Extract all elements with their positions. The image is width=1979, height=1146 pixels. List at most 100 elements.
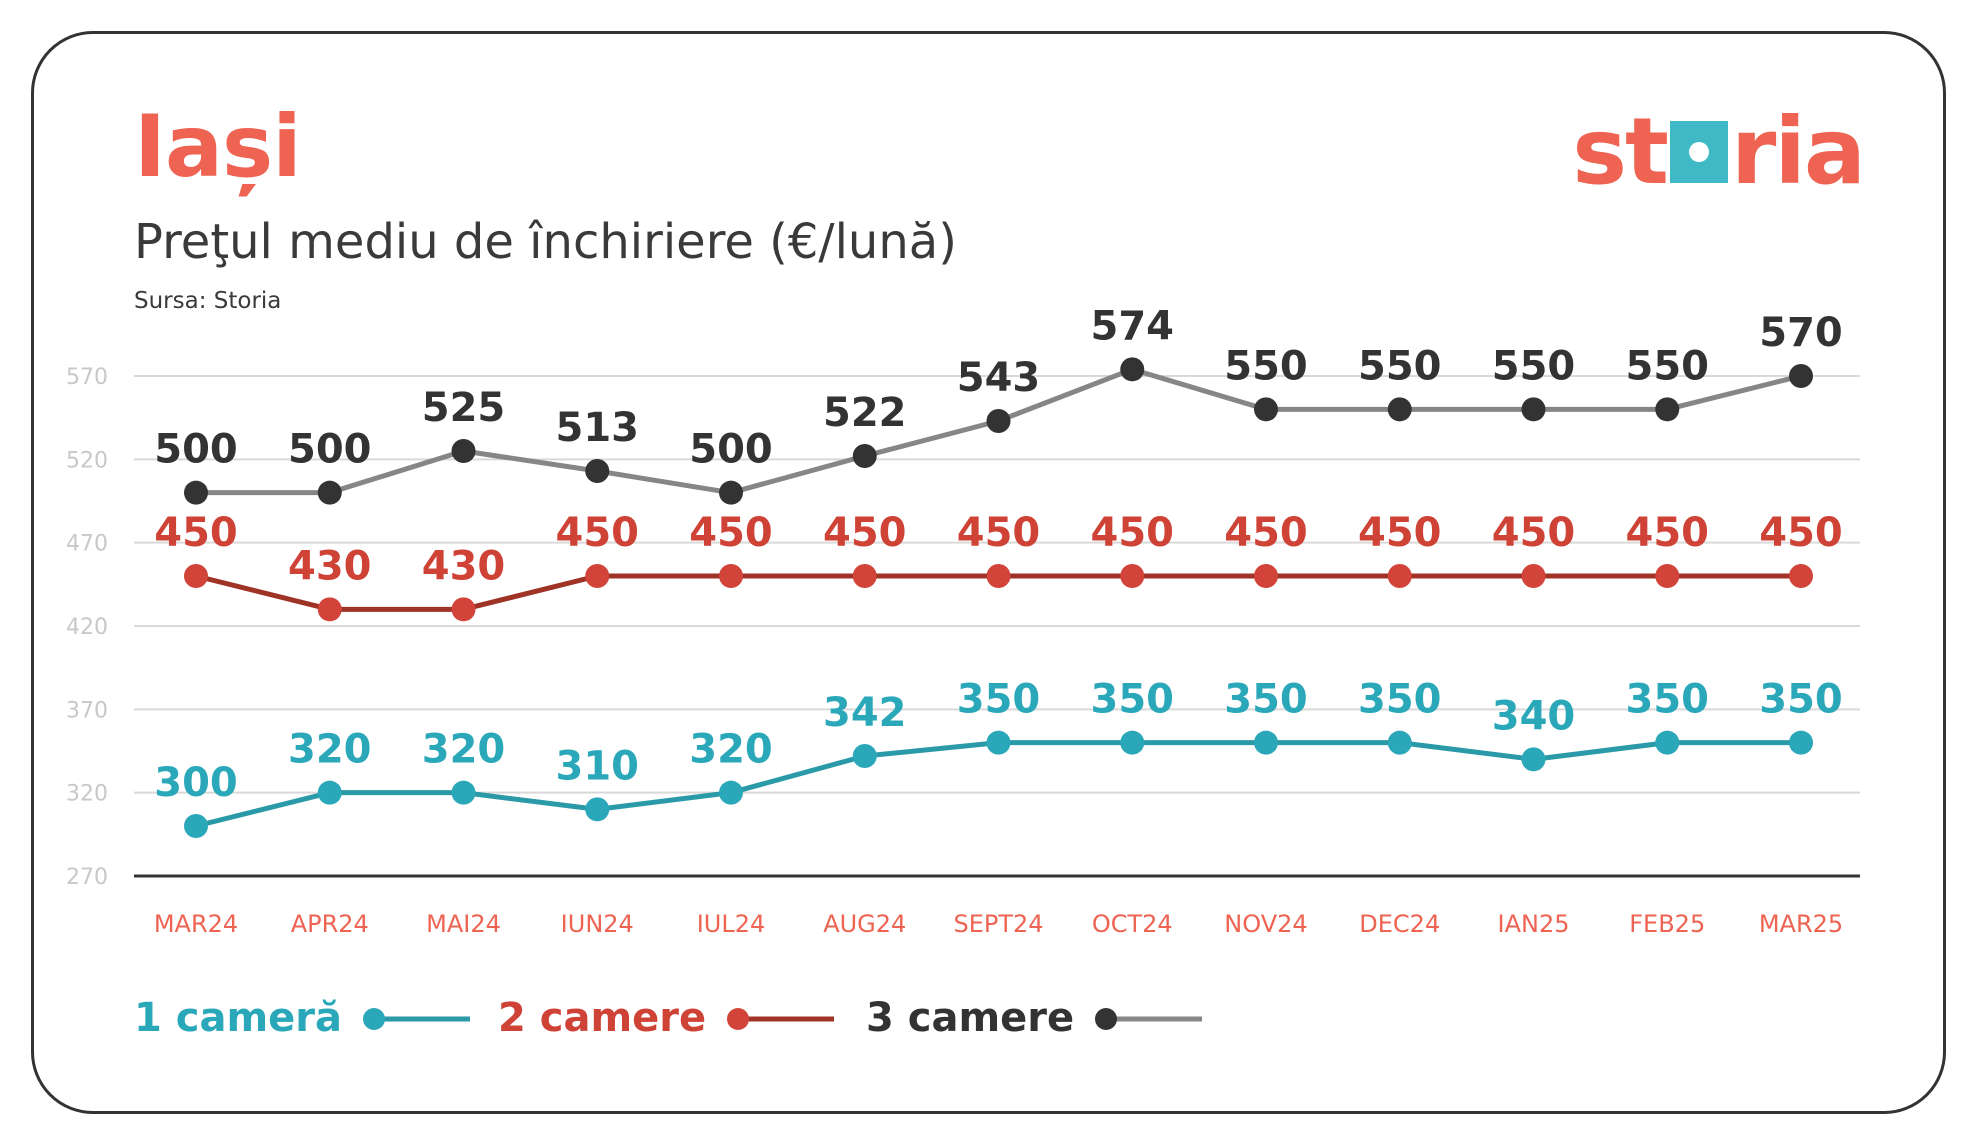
- data-label-three-rooms: 550: [1358, 343, 1442, 389]
- data-label-one-room: 350: [1091, 677, 1175, 723]
- data-point-one-room: [1254, 730, 1278, 755]
- x-tick-label: IUN24: [561, 910, 634, 938]
- data-point-two-rooms: [1387, 564, 1412, 588]
- legend-two-rooms: 2 camere: [498, 998, 836, 1038]
- data-label-one-room: 350: [1358, 677, 1442, 723]
- data-label-three-rooms: 522: [823, 390, 907, 436]
- data-point-one-room: [1521, 747, 1546, 772]
- x-tick-label: APR24: [291, 910, 369, 938]
- data-point-three-rooms: [184, 480, 208, 505]
- data-label-three-rooms: 525: [422, 385, 506, 431]
- x-tick-label: NOV24: [1224, 910, 1307, 938]
- logo-square-icon: [1670, 121, 1728, 183]
- data-point-three-rooms: [986, 409, 1011, 433]
- data-point-three-rooms: [1120, 357, 1145, 382]
- data-point-two-rooms: [585, 564, 610, 588]
- data-label-two-rooms: 450: [1626, 510, 1710, 556]
- data-point-one-room: [451, 780, 476, 805]
- data-point-three-rooms: [1254, 397, 1278, 422]
- data-label-three-rooms: 570: [1759, 310, 1843, 356]
- data-point-two-rooms: [451, 597, 476, 622]
- data-label-two-rooms: 450: [957, 510, 1041, 556]
- chart-subtitle: Preţul mediu de închiriere (€/lună): [134, 214, 957, 270]
- x-tick-label: FEB25: [1629, 910, 1705, 938]
- data-label-one-room: 300: [154, 760, 238, 806]
- data-point-two-rooms: [986, 564, 1011, 588]
- data-label-three-rooms: 513: [556, 405, 640, 451]
- data-label-two-rooms: 450: [154, 510, 238, 556]
- data-label-two-rooms: 450: [1492, 510, 1576, 556]
- data-label-two-rooms: 450: [689, 510, 773, 556]
- x-tick-label: MAI24: [426, 910, 501, 938]
- data-label-three-rooms: 550: [1626, 343, 1710, 389]
- data-label-two-rooms: 450: [1224, 510, 1308, 556]
- data-label-two-rooms: 450: [1091, 510, 1175, 556]
- data-point-two-rooms: [184, 564, 208, 588]
- data-point-two-rooms: [1120, 564, 1145, 588]
- data-label-two-rooms: 430: [288, 543, 372, 589]
- data-point-three-rooms: [451, 439, 476, 463]
- data-label-two-rooms: 450: [556, 510, 640, 556]
- data-point-three-rooms: [585, 459, 610, 483]
- data-label-three-rooms: 500: [154, 427, 238, 473]
- x-tick-label: AUG24: [823, 910, 906, 938]
- x-tick-label: IUL24: [697, 910, 766, 938]
- x-tick-label: MAR25: [1759, 910, 1843, 938]
- legend-three-rooms: 3 camere: [866, 998, 1204, 1038]
- data-point-three-rooms: [1387, 397, 1412, 422]
- storia-logo: st ria: [1534, 98, 1866, 205]
- data-label-three-rooms: 500: [689, 427, 773, 473]
- data-point-three-rooms: [1521, 397, 1546, 422]
- legend-one-room: 1 cameră: [134, 998, 472, 1038]
- legend-two-rooms-swatch: [727, 1008, 835, 1030]
- source-note: Sursa: Storia: [134, 288, 282, 314]
- y-tick-label: 320: [66, 782, 108, 807]
- data-label-one-room: 320: [422, 727, 506, 773]
- data-point-one-room: [986, 730, 1011, 755]
- data-point-one-room: [1120, 730, 1145, 755]
- data-label-one-room: 350: [1759, 677, 1843, 723]
- y-tick-label: 270: [66, 865, 108, 890]
- logo-text-left: st: [1572, 98, 1669, 205]
- data-point-two-rooms: [1254, 564, 1278, 588]
- data-point-one-room: [1789, 730, 1813, 755]
- data-point-three-rooms: [719, 480, 743, 505]
- legend-three-rooms-label: 3 camere: [866, 995, 1075, 1041]
- data-label-one-room: 350: [1224, 677, 1308, 723]
- data-label-two-rooms: 430: [422, 543, 506, 589]
- x-tick-label: DEC24: [1359, 910, 1440, 938]
- x-tick-label: IAN25: [1498, 910, 1570, 938]
- data-label-one-room: 350: [957, 677, 1041, 723]
- data-label-two-rooms: 450: [1358, 510, 1442, 556]
- data-point-two-rooms: [852, 564, 877, 588]
- y-tick-label: 370: [66, 698, 108, 723]
- data-label-one-room: 350: [1626, 677, 1710, 723]
- data-point-three-rooms: [1655, 397, 1680, 422]
- data-point-one-room: [1387, 730, 1412, 755]
- data-point-one-room: [585, 797, 610, 822]
- legend-one-room-swatch: [363, 1008, 470, 1030]
- data-point-one-room: [719, 780, 743, 805]
- data-label-one-room: 342: [823, 690, 907, 736]
- data-point-one-room: [852, 744, 877, 768]
- data-point-two-rooms: [317, 597, 342, 622]
- x-tick-label: MAR24: [154, 910, 238, 938]
- data-label-one-room: 310: [556, 743, 640, 789]
- data-point-two-rooms: [1521, 564, 1546, 588]
- data-label-three-rooms: 543: [957, 355, 1041, 401]
- legend-two-rooms-label: 2 camere: [498, 995, 707, 1041]
- data-point-three-rooms: [1789, 364, 1813, 388]
- city-title: Iași: [134, 97, 302, 197]
- y-tick-label: 520: [66, 448, 108, 473]
- x-tick-label: SEPT24: [953, 910, 1043, 938]
- logo-text-right: ria: [1731, 98, 1866, 205]
- legend-three-rooms-swatch: [1095, 1008, 1203, 1030]
- data-point-one-room: [317, 780, 342, 805]
- data-label-one-room: 340: [1492, 693, 1576, 739]
- data-point-three-rooms: [317, 480, 342, 505]
- data-point-two-rooms: [1655, 564, 1680, 588]
- data-label-one-room: 320: [689, 727, 773, 773]
- data-label-two-rooms: 450: [823, 510, 907, 556]
- data-point-two-rooms: [1789, 564, 1813, 588]
